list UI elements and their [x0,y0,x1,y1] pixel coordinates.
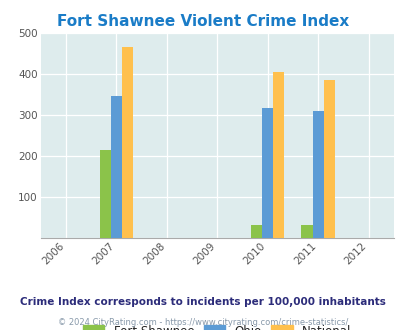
Bar [122,47,132,238]
Legend: Fort Shawnee, Ohio, National: Fort Shawnee, Ohio, National [79,321,354,330]
Bar [301,224,312,238]
Bar [273,72,283,238]
Bar [250,224,262,238]
Bar [111,96,122,238]
Text: Fort Shawnee Violent Crime Index: Fort Shawnee Violent Crime Index [57,14,348,29]
Bar [312,111,323,238]
Text: © 2024 CityRating.com - https://www.cityrating.com/crime-statistics/: © 2024 CityRating.com - https://www.city… [58,318,347,327]
Text: Crime Index corresponds to incidents per 100,000 inhabitants: Crime Index corresponds to incidents per… [20,297,385,307]
Bar [323,80,334,238]
Bar [262,108,273,238]
Bar [99,149,111,238]
